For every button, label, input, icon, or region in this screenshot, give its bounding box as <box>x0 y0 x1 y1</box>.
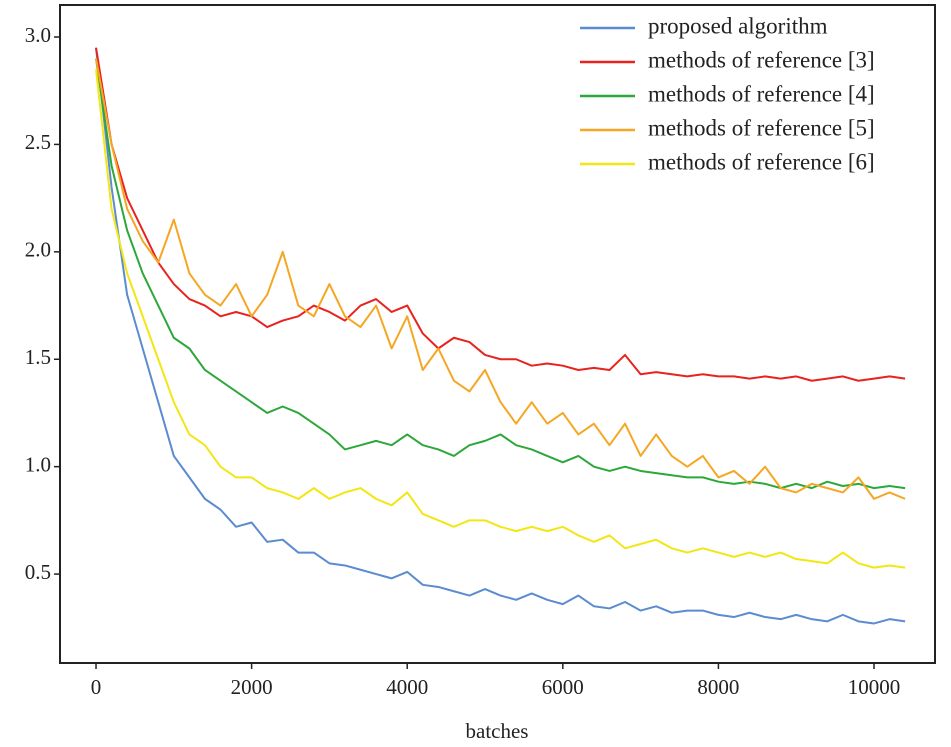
y-tick-label: 2.0 <box>25 238 51 262</box>
series-line <box>95 58 906 490</box>
x-tick-label: 8000 <box>697 675 739 699</box>
y-tick-label: 2.5 <box>25 130 51 154</box>
x-tick-label: 4000 <box>386 675 428 699</box>
x-tick-label: 2000 <box>231 675 273 699</box>
series-line <box>95 47 906 382</box>
x-axis-label: batches <box>466 719 529 743</box>
legend-label: proposed algorithm <box>648 13 828 38</box>
series-line <box>95 58 906 500</box>
x-tick-label: 10000 <box>848 675 901 699</box>
y-tick-label: 1.0 <box>25 452 51 476</box>
series-line <box>95 47 906 625</box>
legend-label: methods of reference [6] <box>648 149 875 174</box>
legend-label: methods of reference [3] <box>648 47 875 72</box>
legend-label: methods of reference [5] <box>648 115 875 140</box>
x-tick-label: 0 <box>91 675 102 699</box>
x-tick-label: 6000 <box>542 675 584 699</box>
legend-label: methods of reference [4] <box>648 81 875 106</box>
plot-frame <box>59 4 936 664</box>
series-line <box>95 69 906 569</box>
y-tick-label: 0.5 <box>25 560 51 584</box>
y-tick-label: 3.0 <box>25 23 51 47</box>
y-tick-label: 1.5 <box>25 345 51 369</box>
